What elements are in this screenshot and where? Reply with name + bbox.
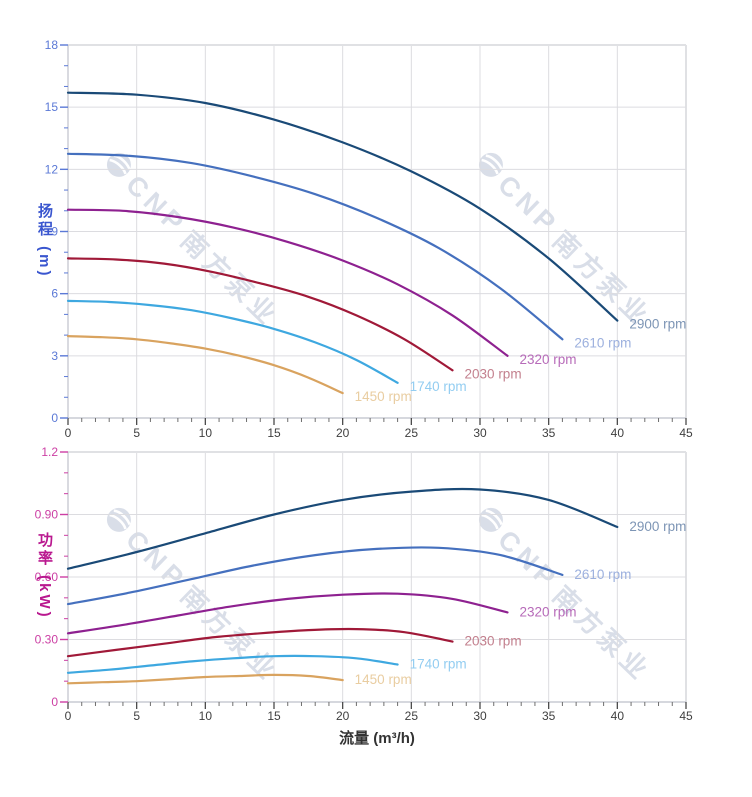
curve-2900-rpm — [66, 91, 619, 322]
y-tick-label: 12 — [45, 162, 59, 176]
x-tick-label: 0 — [65, 426, 72, 440]
y-tick-label: 0.60 — [35, 570, 59, 584]
series-label-2900-rpm: 2900 rpm — [629, 317, 686, 332]
x-tick-label: 25 — [405, 426, 419, 440]
y-tick-label: 1.2 — [41, 445, 58, 459]
series-label-1740-rpm: 1740 rpm — [410, 379, 467, 394]
x-tick-label: 45 — [679, 426, 693, 440]
curve-2610-rpm — [66, 152, 564, 341]
y-tick-label: 15 — [45, 100, 59, 114]
power-axis-title: 功率 (kW) — [36, 532, 53, 620]
head-axis-title: 扬程 (m) — [36, 203, 53, 279]
x-tick-label: 35 — [542, 426, 556, 440]
x-tick-label: 30 — [473, 709, 487, 723]
x-tick-label: 15 — [267, 426, 281, 440]
curve-2320-rpm — [66, 208, 509, 357]
x-tick-label: 40 — [611, 426, 625, 440]
curve-1740-rpm — [66, 654, 399, 674]
y-tick-label: 9 — [51, 225, 58, 239]
series-label-1740-rpm: 1740 rpm — [410, 657, 467, 672]
x-tick-label: 30 — [473, 426, 487, 440]
x-tick-label: 20 — [336, 709, 350, 723]
x-tick-label: 10 — [199, 709, 213, 723]
x-tick-label: 25 — [405, 709, 419, 723]
y-tick-label: 0 — [51, 411, 58, 425]
curve-2030-rpm — [66, 257, 454, 372]
series-label-2320-rpm: 2320 rpm — [519, 352, 576, 367]
curve-2900-rpm — [66, 487, 619, 570]
y-tick-label: 0 — [51, 695, 58, 709]
curve-2030-rpm — [66, 627, 454, 658]
y-tick-label: 6 — [51, 287, 58, 301]
curve-1740-rpm — [66, 299, 399, 384]
series-label-1450-rpm: 1450 rpm — [355, 389, 412, 404]
x-tick-label: 40 — [611, 709, 625, 723]
series-label-2320-rpm: 2320 rpm — [519, 604, 576, 619]
x-tick-label: 45 — [679, 709, 693, 723]
series-label-1450-rpm: 1450 rpm — [355, 672, 412, 687]
y-tick-label: 3 — [51, 349, 58, 363]
curve-2610-rpm — [66, 546, 564, 606]
x-tick-label: 5 — [133, 426, 140, 440]
x-tick-label: 5 — [133, 709, 140, 723]
y-tick-label: 18 — [45, 38, 59, 52]
power-plot: 0 5 10 15 20 25 30 35 40 45 0 0.30 0.60 0.90 1.2 2900 r… — [35, 445, 693, 723]
series-label-2610-rpm: 2610 rpm — [574, 567, 631, 582]
x-tick-label: 10 — [199, 426, 213, 440]
curve-2320-rpm — [66, 592, 509, 635]
series-label-2030-rpm: 2030 rpm — [465, 366, 522, 381]
flow-axis-title: 流量 (m³/h) — [339, 730, 415, 747]
curve-1450-rpm — [66, 335, 344, 395]
series-label-2030-rpm: 2030 rpm — [465, 634, 522, 649]
x-tick-label: 20 — [336, 426, 350, 440]
x-tick-label: 15 — [267, 709, 281, 723]
curve-1450-rpm — [66, 673, 344, 685]
x-tick-label: 0 — [65, 709, 72, 723]
series-label-2610-rpm: 2610 rpm — [574, 335, 631, 350]
x-tick-label: 35 — [542, 709, 556, 723]
y-tick-label: 0.30 — [35, 633, 59, 647]
y-tick-label: 0.90 — [35, 508, 59, 522]
series-label-2900-rpm: 2900 rpm — [629, 519, 686, 534]
head-plot: 0 5 10 15 20 25 30 35 40 45 0 3 6 9 12 15 18 2900 rpm 2610… — [45, 38, 693, 440]
